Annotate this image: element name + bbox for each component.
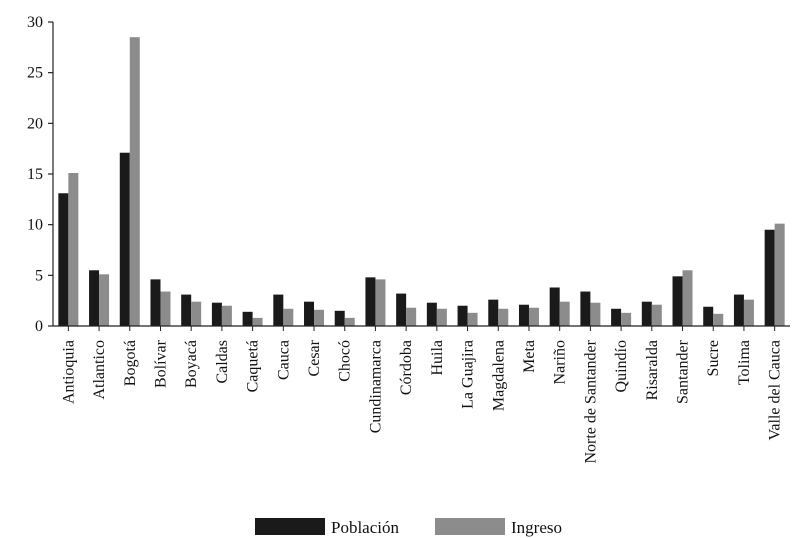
bar-poblacion — [611, 308, 622, 326]
x-tick-label: Caldas — [214, 340, 231, 384]
bar-poblacion — [273, 294, 284, 326]
bar-poblacion — [211, 302, 222, 326]
x-tick-label: Cundinamarca — [367, 340, 384, 433]
legend-swatch — [435, 518, 505, 535]
bar-poblacion — [242, 311, 253, 326]
legend-label: Población — [331, 518, 399, 537]
bar-poblacion — [334, 310, 345, 326]
bar-ingreso — [743, 299, 754, 326]
bar-ingreso — [160, 291, 171, 326]
y-axis: 0 5 10 15 20 25 30 — [27, 14, 54, 335]
x-tick-label: Huila — [429, 340, 446, 376]
bar-ingreso — [406, 307, 417, 326]
bar-ingreso — [221, 305, 232, 326]
bar-poblacion — [58, 193, 69, 326]
y-tick-label: 15 — [27, 166, 43, 183]
bar-poblacion — [672, 276, 683, 326]
bar-ingreso — [651, 304, 662, 326]
legend-swatch — [255, 518, 325, 535]
x-tick-label: Bolívar — [152, 339, 169, 388]
x-tick-label: Atlantico — [91, 340, 108, 400]
y-tick-label: 10 — [27, 217, 43, 234]
x-axis: Antioquia Atlantico Bogotá Bolívar Boyacá Cal… — [53, 325, 790, 464]
x-tick-label: Quindío — [613, 340, 630, 392]
x-tick-label: Santander — [675, 339, 692, 404]
x-tick-label: Norte de Santander — [582, 339, 599, 463]
bar-ingreso — [375, 279, 386, 326]
x-tick-label: La Guajira — [460, 340, 477, 409]
x-tick-label: Meta — [521, 340, 538, 373]
x-tick-label: Magdalena — [490, 340, 507, 411]
x-tick-label: Nariño — [552, 340, 569, 384]
bar-ingreso — [528, 307, 539, 326]
bar-poblacion — [518, 304, 529, 326]
bar-poblacion — [488, 299, 499, 326]
legend-label: Ingreso — [511, 518, 562, 537]
bar-poblacion — [304, 301, 315, 326]
bar-ingreso — [68, 172, 79, 326]
bar-poblacion — [733, 294, 744, 326]
bar-ingreso — [436, 308, 447, 326]
bar-ingreso — [621, 312, 632, 326]
bar-poblacion — [764, 229, 775, 326]
bar-poblacion — [396, 293, 407, 326]
bar-ingreso — [682, 270, 693, 326]
bar-ingreso — [191, 301, 202, 326]
bar-ingreso — [498, 308, 509, 326]
bar-ingreso — [590, 302, 601, 326]
bar-ingreso — [467, 312, 478, 326]
bar-poblacion — [641, 301, 652, 326]
x-tick-label: Valle del Cauca — [767, 340, 784, 440]
x-tick-label: Antioquia — [60, 340, 77, 404]
bar-poblacion — [89, 270, 100, 326]
bar-ingreso — [252, 317, 263, 326]
bar-poblacion — [457, 305, 468, 326]
bar-ingreso — [559, 301, 570, 326]
bar-ingreso — [314, 309, 325, 326]
bar-ingreso — [129, 37, 140, 326]
y-tick-label: 0 — [35, 318, 43, 335]
bar-poblacion — [150, 279, 161, 326]
x-tick-label: Cesar — [306, 339, 323, 376]
bar-poblacion — [181, 294, 192, 326]
x-tick-label: Córdoba — [398, 340, 415, 395]
bar-poblacion — [119, 152, 130, 326]
y-tick-label: 25 — [27, 65, 43, 82]
legend: Población Ingreso — [255, 518, 562, 537]
bar-ingreso — [774, 223, 785, 326]
bar-ingreso — [283, 308, 294, 326]
x-tick-label: Cauca — [275, 340, 292, 380]
x-tick-label: Sucre — [705, 340, 722, 376]
y-tick-label: 30 — [27, 14, 43, 31]
x-tick-label: Risaralda — [644, 340, 661, 400]
bar-poblacion — [365, 277, 376, 326]
bar-ingreso — [713, 313, 724, 326]
bar-poblacion — [549, 287, 560, 326]
x-tick-label: Chocó — [337, 340, 354, 382]
x-tick-label: Caquetá — [245, 340, 262, 392]
bar-ingreso — [344, 317, 355, 326]
x-tick-label: Boyacá — [183, 340, 200, 388]
y-tick-label: 5 — [35, 267, 43, 284]
x-tick-label: Bogotá — [122, 340, 139, 386]
y-tick-label: 20 — [27, 115, 43, 132]
bar-poblacion — [703, 306, 714, 326]
bars — [58, 37, 785, 326]
x-tick-label: Tolima — [736, 340, 753, 385]
bar-poblacion — [580, 291, 591, 326]
bar-poblacion — [426, 302, 437, 326]
bar-ingreso — [99, 274, 110, 326]
